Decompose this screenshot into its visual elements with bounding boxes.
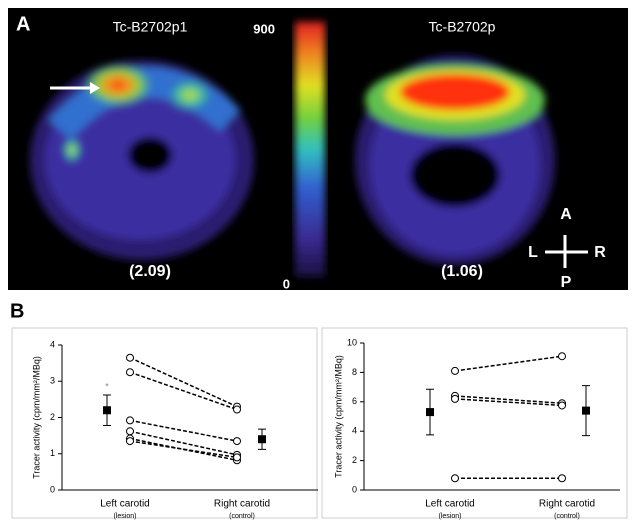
y-tick-label: 0 (50, 484, 55, 494)
y-tick-label: 2 (50, 412, 55, 422)
y-tick-label: 3 (50, 376, 55, 386)
pair-line (129, 371, 238, 411)
image-title: Tc-B2702p (429, 19, 496, 35)
point (451, 366, 459, 375)
y-tick-label: 8 (352, 367, 357, 377)
mean-marker (258, 435, 266, 444)
x-tick-label: Right carotid (214, 499, 270, 510)
x-tick-note: (control) (554, 513, 580, 520)
arrow-head (90, 82, 100, 94)
orientation-label: P (561, 274, 572, 291)
mean-marker (582, 406, 590, 415)
colorbar-max: 900 (253, 21, 275, 36)
point (233, 437, 241, 446)
point (126, 427, 134, 436)
annotation: * (105, 381, 109, 391)
chart-frame (11, 327, 318, 519)
point (233, 453, 241, 462)
scan-right (355, 55, 555, 265)
panel-label: B (10, 300, 24, 322)
image-title: Tc-B2702p1 (113, 19, 188, 35)
y-axis-label: Tracer activity (cpm/mm²/MBq) (333, 355, 343, 478)
point (558, 474, 566, 483)
mean-marker (426, 408, 434, 417)
y-tick-label: 2 (352, 455, 357, 465)
orientation-label: A (560, 206, 572, 223)
x-tick-note: (control) (229, 513, 255, 520)
point (451, 474, 459, 483)
point (558, 352, 566, 361)
chart-frame (321, 327, 628, 519)
panel-label: A (16, 13, 30, 35)
y-tick-label: 4 (50, 339, 55, 349)
y-tick-label: 0 (352, 484, 357, 494)
scan-left (30, 60, 254, 260)
orientation-cross (545, 235, 588, 268)
point (126, 353, 134, 362)
pair-line (454, 395, 563, 405)
colorbar-min: 0 (283, 276, 290, 291)
pair-line (129, 357, 238, 408)
y-tick-label: 4 (352, 426, 357, 436)
x-tick-label: Right carotid (539, 499, 595, 510)
y-axis-label: Tracer activity (cpm/mm²/MBq) (31, 356, 41, 479)
pair-line (129, 440, 238, 459)
pair-line (454, 355, 563, 372)
y-tick-label: 10 (347, 337, 357, 347)
ratio-label: (1.06) (441, 263, 483, 280)
x-tick-note: (lesion) (439, 513, 462, 520)
point (558, 401, 566, 410)
point (451, 394, 459, 403)
orientation-label: L (528, 244, 538, 261)
colorbar (295, 22, 325, 277)
ratio-label: (2.09) (129, 263, 171, 280)
pair-line (129, 430, 238, 456)
pair-line (129, 419, 238, 442)
x-tick-label: Left carotid (425, 499, 474, 510)
mean-marker (103, 406, 111, 415)
y-tick-label: 1 (50, 448, 55, 458)
y-tick-label: 6 (352, 396, 357, 406)
x-tick-note: (lesion) (114, 513, 137, 520)
point (126, 416, 134, 425)
x-tick-label: Left carotid (100, 499, 149, 510)
point (126, 437, 134, 446)
point (233, 405, 241, 414)
orientation-label: R (594, 244, 606, 261)
point (126, 368, 134, 377)
